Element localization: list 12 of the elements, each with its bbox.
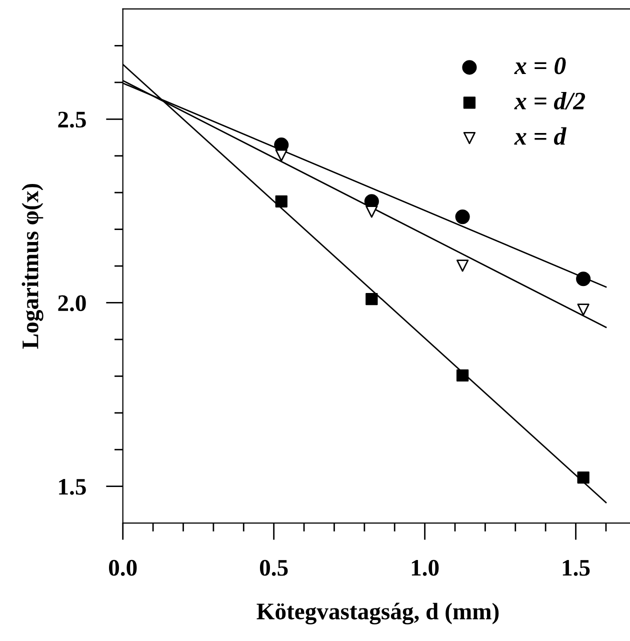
legend-label: x = d	[514, 127, 567, 145]
y-tick-label: 2.5	[58, 112, 86, 128]
legend-label: x = 0	[514, 57, 566, 74]
x-tick-label: 1.0	[412, 560, 439, 576]
x-tick-label: 0.5	[260, 560, 288, 576]
y-axis-title: Logaritmus φ(x)	[22, 184, 44, 349]
legend-label: x = d/2	[514, 92, 586, 110]
x-axis-title: Kötegvastagság, d (mm)	[256, 602, 499, 624]
x-tick-label: 0.0	[108, 560, 137, 576]
x-tick-label: 1.5	[562, 560, 590, 576]
y-tick-label: 2.0	[58, 295, 86, 312]
y-tick-label: 1.5	[59, 478, 86, 495]
